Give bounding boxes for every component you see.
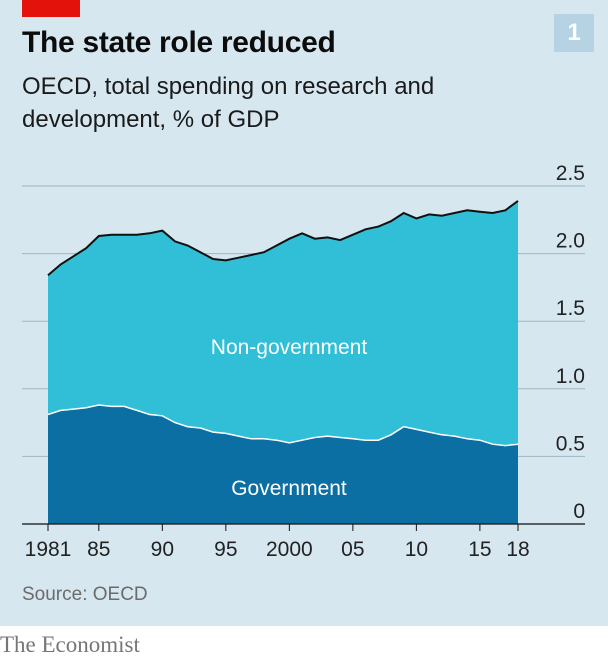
y-tick-label: 0.5 [556, 432, 585, 455]
x-tick-label: 1981 [25, 538, 72, 561]
y-tick-label: 1.0 [556, 365, 585, 388]
area-non-government [48, 200, 518, 446]
series-label-government: Government [231, 477, 347, 500]
series-separator-line [47, 404, 519, 447]
x-tick-label: 10 [405, 538, 428, 561]
source-note: Source: OECD [22, 584, 148, 605]
x-tick-label: 85 [87, 538, 110, 561]
x-tick-label: 05 [341, 538, 364, 561]
x-tick-label: 90 [151, 538, 174, 561]
publisher-brand: The Economist [0, 632, 140, 657]
x-tick-label: 15 [468, 538, 491, 561]
total-line [47, 200, 519, 276]
axes: 0 0.5 1.0 1.5 2.0 2.5 1981 85 90 95 2000 05 10 15 18 [22, 162, 585, 561]
brand-red-tag [22, 0, 80, 17]
y-tick-label: 0 [573, 500, 585, 523]
series-label-non-government: Non-government [211, 336, 368, 359]
chart-number-badge: 1 [554, 14, 594, 52]
chart-panel: The state role reduced OECD, total spend… [0, 0, 608, 626]
x-tick-label: 2000 [266, 538, 313, 561]
chart-subtitle: OECD, total spending on research and dev… [22, 73, 435, 133]
chart-title: The state role reduced [22, 26, 336, 59]
x-tick-label: 18 [506, 538, 529, 561]
x-tick-label: 95 [214, 538, 237, 561]
y-tick-label: 2.5 [556, 162, 585, 185]
area-layer [47, 200, 519, 524]
area-chart: Non-government Government 0 0.5 1.0 1.5 2.0 2… [22, 162, 585, 561]
area-government [48, 405, 518, 524]
y-tick-label: 1.5 [556, 297, 585, 320]
y-tick-label: 2.0 [556, 230, 585, 253]
series-label-layer: Non-government Government [211, 336, 368, 500]
